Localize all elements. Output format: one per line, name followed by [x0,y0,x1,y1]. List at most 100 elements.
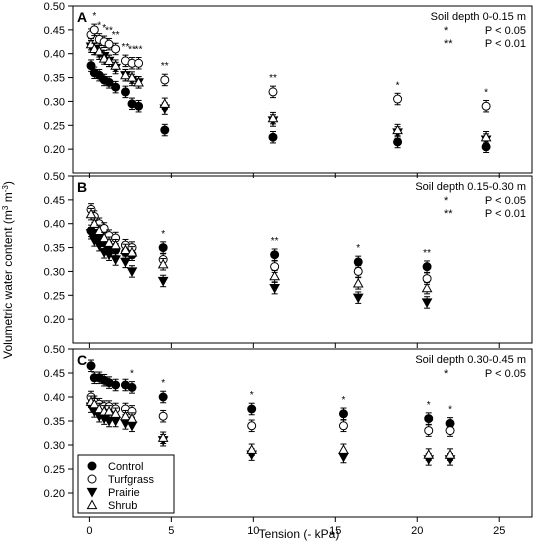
y-tick-label: 0.25 [44,464,65,476]
y-tick-label: 0.50 [44,1,65,13]
series-turfgrass [86,203,432,285]
turfgrass-point [89,25,99,35]
shrub-point [103,405,115,416]
significance-marker: * [250,390,254,401]
prairie-point [85,229,97,239]
significance-marker: * [161,229,165,240]
significance-key-stars: ** [444,38,453,50]
significance-marker: ** [271,236,279,247]
prairie-point [103,250,115,261]
series-turfgrass [86,23,491,113]
turfgrass-point [353,266,363,276]
significance-key-stars: * [444,195,449,207]
shrub-point [444,449,456,459]
prairie-point [157,276,169,287]
series-prairie [85,227,433,309]
significance-marker: * [427,400,431,411]
significance-marker: ** [269,73,277,84]
series-prairie [85,40,492,146]
x-tick-label: 15 [329,525,341,537]
y-tick-label: 0.20 [44,488,65,500]
shrub-point [423,449,435,459]
shrub-point [120,69,131,80]
y-tick-label: 0.30 [44,96,65,108]
significance-key-stars: * [444,368,449,380]
legend-label-control: Control [108,461,143,473]
significance-key-stars: * [444,25,449,37]
significance-key-stars: ** [444,208,453,220]
panel-title: Soil depth 0.30-0.45 m [415,354,526,366]
turfgrass-point [111,44,121,54]
panel-title: Soil depth 0-0.15 m [431,11,526,23]
panel-b-marks: **** ** [85,203,433,309]
significance-marker: ** [105,25,113,36]
y-tick-label: 0.35 [44,73,65,85]
prairie-point [269,284,280,294]
y-tick-label: 0.35 [44,416,65,428]
panel-c: 0.20 0.25 0.30 0.35 0.40 0.45 0.50 0 5 10 15 20 25 C S… [44,344,533,537]
legend-label-shrub: Shrub [108,500,137,512]
turfgrass-point [445,426,455,436]
prairie-point [126,267,138,277]
control-point [160,125,170,135]
shrub-point [93,403,105,414]
legend-marker-shrub [86,499,98,510]
shrub-point [88,43,100,54]
turfgrass-point [247,421,257,431]
legend-marker-prairie [86,487,98,498]
significance-key-label: P < 0.05 [485,25,526,37]
legend-label-turfgrass: Turfgrass [108,474,155,486]
shrub-point [98,52,110,63]
legend-label-prairie: Prairie [108,487,140,499]
significance-marker: * [161,378,165,389]
x-tick-label: 5 [168,525,174,537]
significance-key-label: P < 0.01 [485,208,526,220]
shrub-point [246,444,258,454]
y-tick-label: 0.45 [44,368,65,380]
panel-c-marks: * * * * * * [85,359,456,466]
significance-marker: * [92,11,96,22]
y-tick-label: 0.20 [44,314,65,326]
shrub-point [126,413,138,423]
significance-key-label: P < 0.05 [485,195,526,207]
y-tick-label: 0.45 [44,25,65,37]
panel-a-marks: ** * **************** [85,11,492,153]
significance-key-label: P < 0.01 [485,38,526,50]
significance-marker: * [97,21,101,32]
prairie-point [120,257,131,268]
panel-letter: C [77,352,87,368]
control-point [422,262,432,272]
shrub-point [120,244,131,255]
control-point [353,257,363,267]
significance-key-label: P < 0.05 [485,368,526,380]
x-tick-label: 25 [493,525,505,537]
shrub-point [120,410,131,421]
shrub-point [103,237,115,247]
control-point [424,414,434,424]
control-point [111,380,121,390]
prairie-point [352,293,364,304]
control-point [134,101,144,111]
y-tick-label: 0.40 [44,392,65,404]
shrub-point [110,239,121,250]
panel-a: 0.20 0.25 0.30 0.35 0.40 0.45 0.50 A Soil depth … [44,1,533,178]
shrub-point [421,282,433,293]
control-point [247,404,257,414]
prairie-point [421,298,433,308]
control-point [268,132,278,142]
control-point [158,392,168,402]
significance-marker: ** [135,45,143,56]
shrub-point [352,277,364,288]
shrub-point [88,398,100,409]
significance-marker: * [356,243,360,254]
control-point [86,61,96,71]
turfgrass-point [158,411,168,421]
shrub-point [269,270,280,281]
panel-title: Soil depth 0.15-0.30 m [415,181,526,193]
shrub-point [157,432,169,442]
turfgrass-point [104,39,114,49]
x-tick-label: 0 [86,525,92,537]
panel-c-frame [72,348,533,518]
